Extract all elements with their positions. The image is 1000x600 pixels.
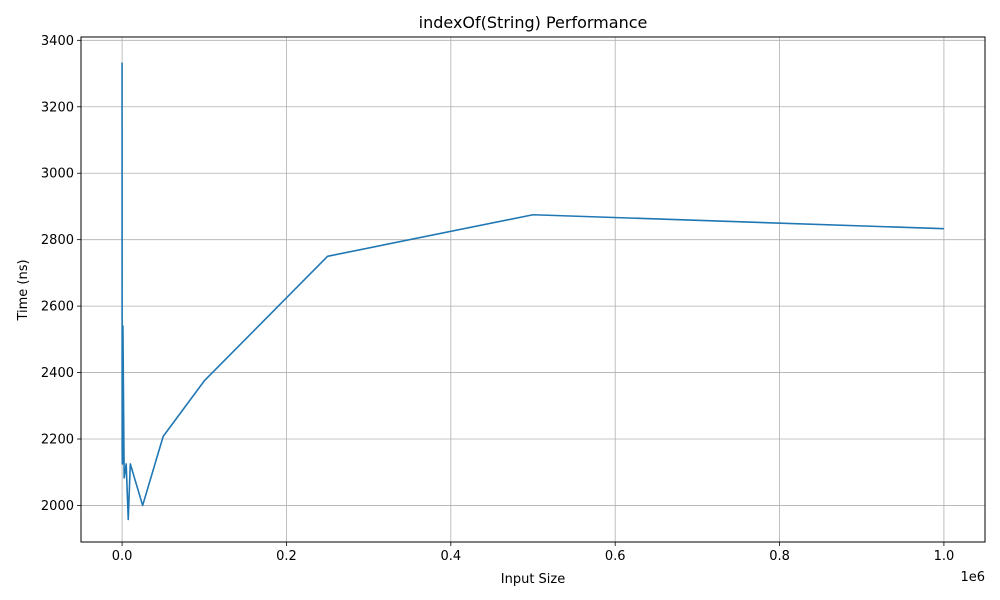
- y-tick-label: 2000: [41, 499, 74, 514]
- x-tick-label: 1.0: [934, 549, 955, 564]
- grid: [81, 37, 985, 542]
- x-tick-label: 0.6: [605, 549, 626, 564]
- x-tick-label: 0.2: [276, 549, 297, 564]
- x-tick-label: 0.4: [440, 549, 461, 564]
- plot-frame: [80, 36, 986, 543]
- y-tick-label: 2600: [41, 300, 74, 315]
- y-tick-label: 2400: [41, 366, 74, 381]
- chart-title: indexOf(String) Performance: [419, 13, 648, 32]
- x-axis-multiplier: 1e6: [960, 570, 985, 585]
- y-tick-label: 2200: [41, 433, 74, 448]
- y-tick-label: 2800: [41, 233, 74, 248]
- ticks: 0.0 0.2 0.4 0.6 0.8 1.0 2000 2200 2400 2600 2800 30…: [41, 34, 954, 564]
- x-tick-label: 0.0: [112, 549, 133, 564]
- y-tick-label: 3200: [41, 100, 74, 115]
- y-tick-label: 3000: [41, 167, 74, 182]
- y-tick-label: 3400: [41, 34, 74, 49]
- series-layer: [121, 62, 944, 521]
- y-axis-label: Time (ns): [16, 259, 31, 321]
- x-tick-label: 0.8: [769, 549, 790, 564]
- x-axis-label: Input Size: [501, 572, 565, 587]
